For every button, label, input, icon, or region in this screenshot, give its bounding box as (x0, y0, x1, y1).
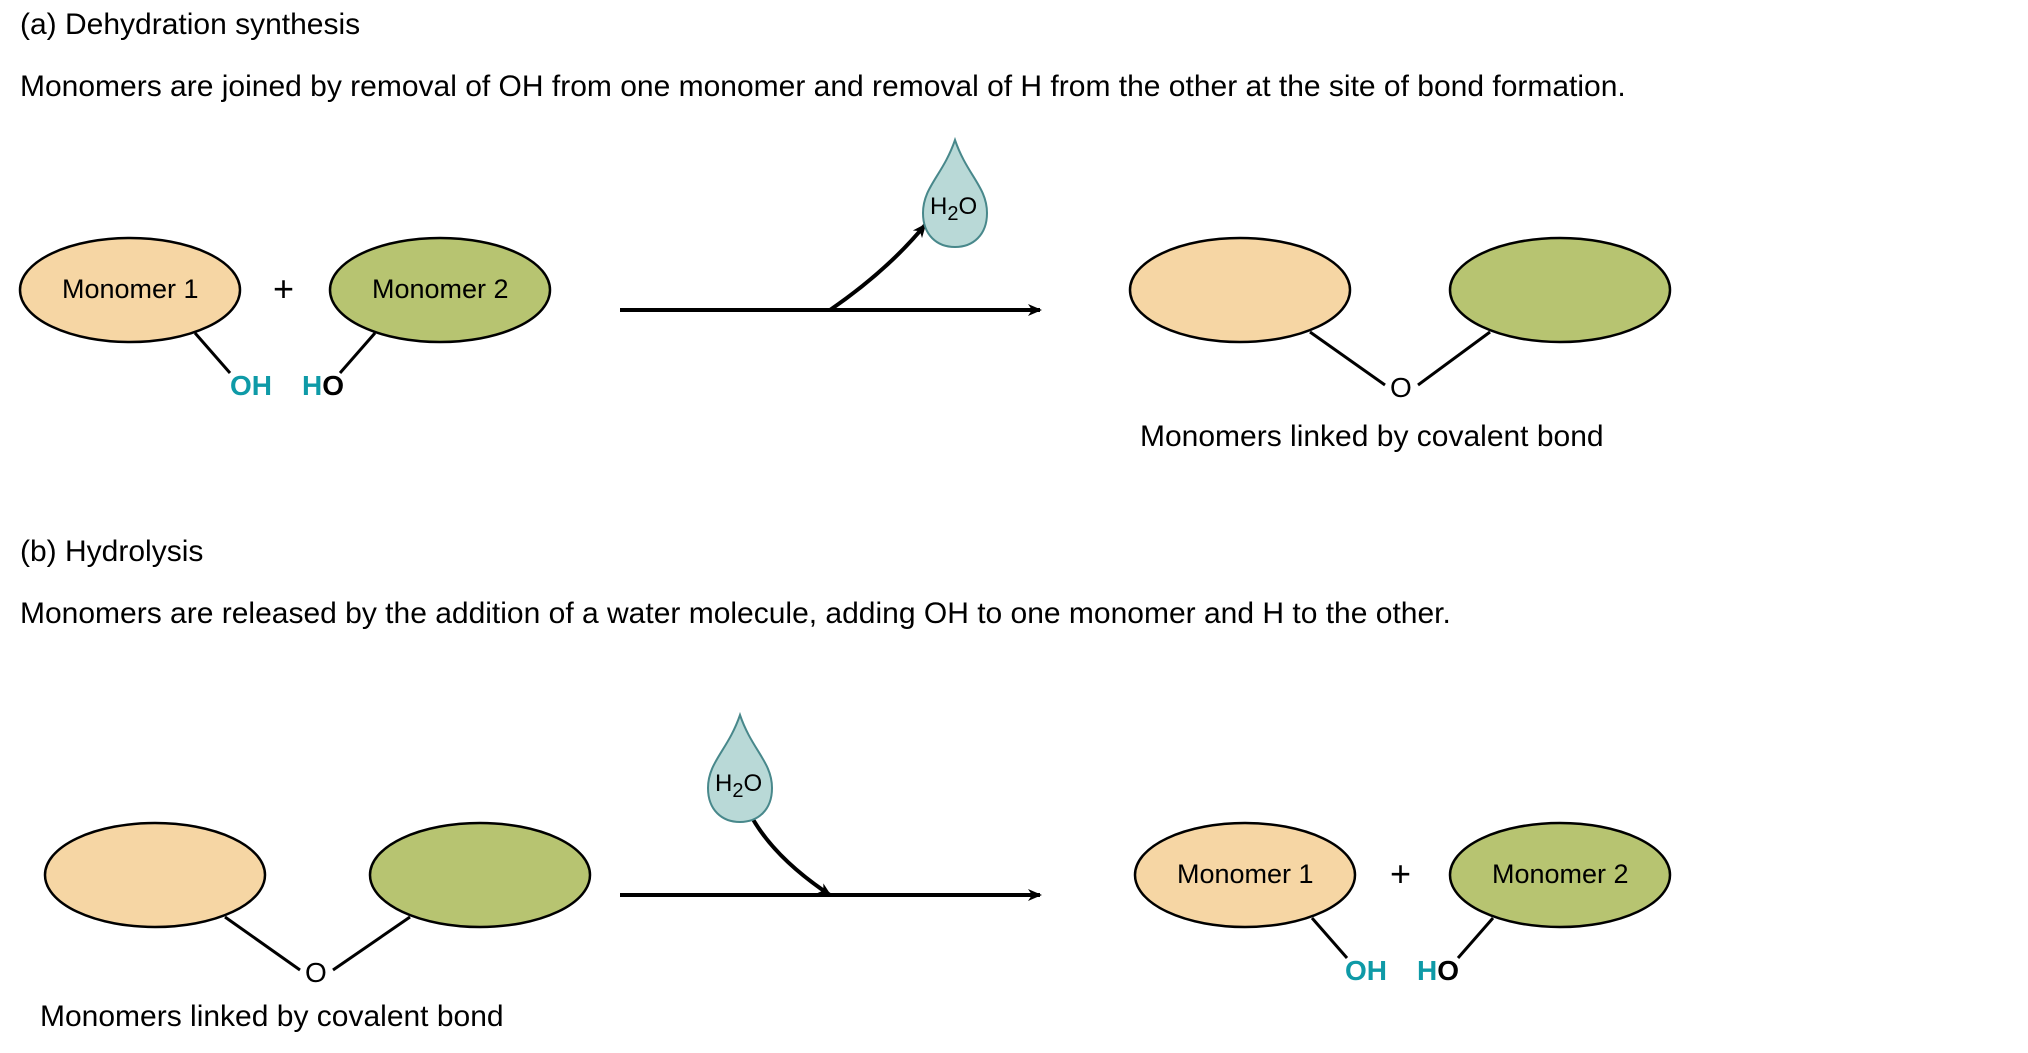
panel-a-description: Monomers are joined by removal of OH fro… (20, 70, 1626, 104)
panel-b-water-drop-icon (708, 715, 772, 822)
panel-a-plus: + (273, 268, 294, 310)
panel-b-monomer2-label: Monomer 2 (1492, 859, 1629, 890)
panel-b-title: (b) Hydrolysis (20, 535, 203, 569)
panel-a-monomer1-label: Monomer 1 (62, 274, 199, 305)
panel-a-product-o-label: O (1390, 372, 1412, 404)
diagram-canvas: (a) Dehydration synthesis Monomers are j… (0, 0, 2028, 1053)
panel-b-h2o-label: H2O (715, 770, 762, 803)
panel-b-ho-label: HO (1417, 955, 1459, 987)
panel-a-product-monomer2-ellipse (1450, 238, 1670, 342)
panel-a-h2o-label: H2O (930, 193, 977, 226)
panel-b-branch-arrow (748, 810, 830, 895)
panel-b-monomer1-label: Monomer 1 (1177, 859, 1314, 890)
panel-b-oh-label: OH (1345, 955, 1387, 987)
panel-b-graphics (45, 715, 1670, 970)
panel-a-monomer2-label: Monomer 2 (372, 274, 509, 305)
panel-b-linked-monomer1-ellipse (45, 823, 265, 927)
panel-a-ho-label: HO (302, 370, 344, 402)
panel-a-product-caption: Monomers linked by covalent bond (1140, 420, 1604, 454)
panel-a-oh-label: OH (230, 370, 272, 402)
panel-a-graphics (20, 140, 1670, 385)
panel-b-linked-o-label: O (305, 957, 327, 989)
panel-a-title: (a) Dehydration synthesis (20, 8, 360, 42)
panel-b-linked-caption: Monomers linked by covalent bond (40, 1000, 504, 1034)
figure-svg (0, 0, 2028, 1053)
panel-b-description: Monomers are released by the addition of… (20, 597, 1451, 631)
panel-a-product-monomer1-ellipse (1130, 238, 1350, 342)
panel-b-plus: + (1390, 853, 1411, 895)
panel-a-branch-arrow (830, 225, 925, 310)
panel-b-linked-monomer2-ellipse (370, 823, 590, 927)
